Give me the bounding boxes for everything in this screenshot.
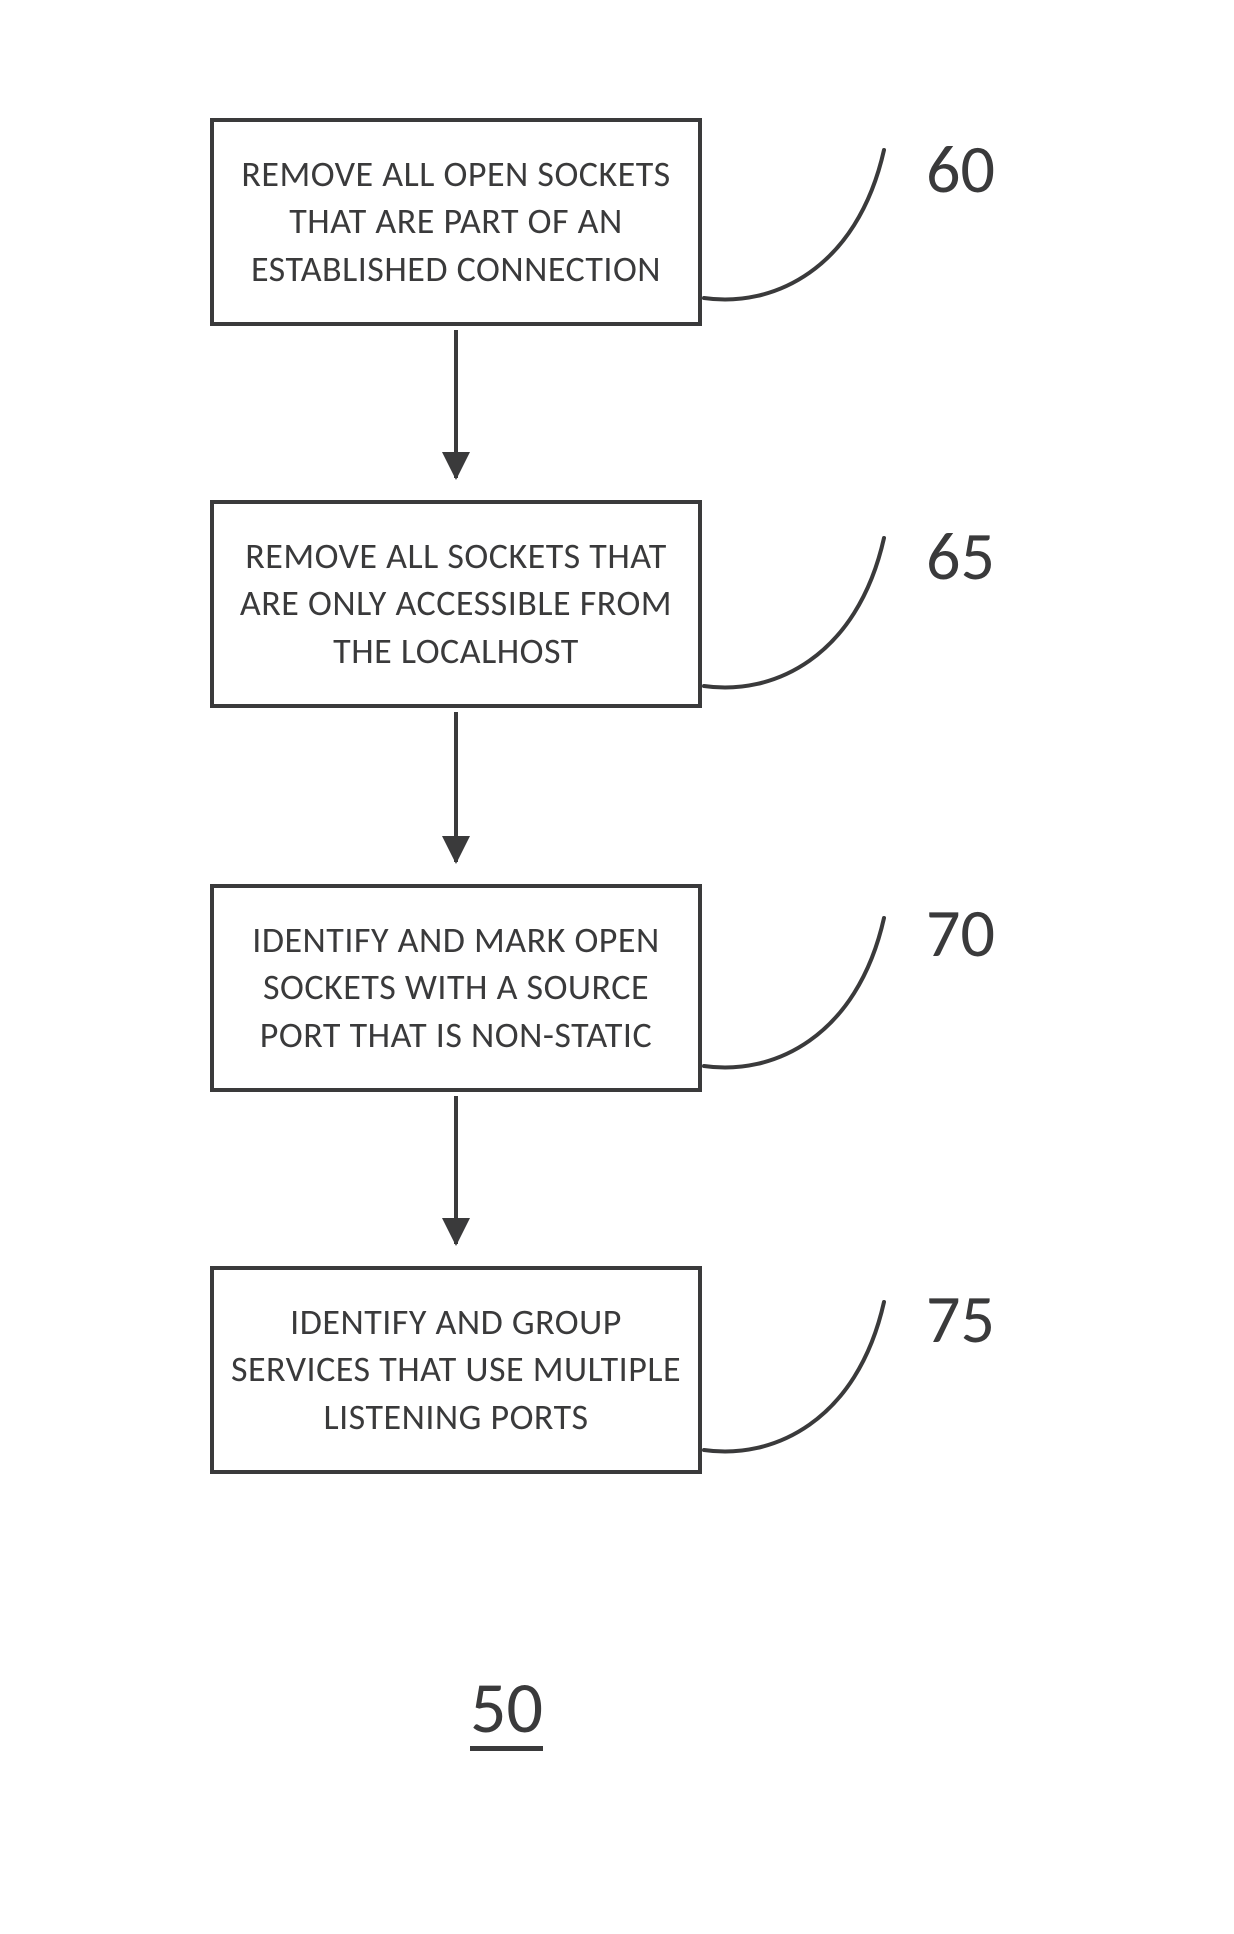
callout-curve-75: [702, 1292, 922, 1492]
ref-label-70: 70: [926, 892, 995, 975]
callout-curve-65: [702, 528, 922, 728]
figure-label: 50: [470, 1672, 543, 1751]
arrow-70-75: [454, 1096, 458, 1244]
step-text: IDENTIFY AND MARK OPEN SOCKETS WITH A SO…: [228, 917, 684, 1060]
step-box-70: IDENTIFY AND MARK OPEN SOCKETS WITH A SO…: [210, 884, 702, 1092]
callout-curve-60: [702, 140, 922, 340]
step-text: REMOVE ALL OPEN SOCKETS THAT ARE PART OF…: [228, 151, 684, 294]
step-text: IDENTIFY AND GROUP SERVICES THAT USE MUL…: [228, 1299, 684, 1442]
arrow-65-70: [454, 712, 458, 862]
step-box-75: IDENTIFY AND GROUP SERVICES THAT USE MUL…: [210, 1266, 702, 1474]
ref-label-65: 65: [926, 515, 995, 598]
arrow-60-65: [454, 330, 458, 478]
ref-label-60: 60: [926, 128, 995, 211]
flowchart-container: REMOVE ALL OPEN SOCKETS THAT ARE PART OF…: [0, 0, 1234, 1934]
step-box-60: REMOVE ALL OPEN SOCKETS THAT ARE PART OF…: [210, 118, 702, 326]
step-box-65: REMOVE ALL SOCKETS THAT ARE ONLY ACCESSI…: [210, 500, 702, 708]
step-text: REMOVE ALL SOCKETS THAT ARE ONLY ACCESSI…: [228, 533, 684, 676]
ref-label-75: 75: [926, 1278, 995, 1361]
callout-curve-70: [702, 908, 922, 1108]
